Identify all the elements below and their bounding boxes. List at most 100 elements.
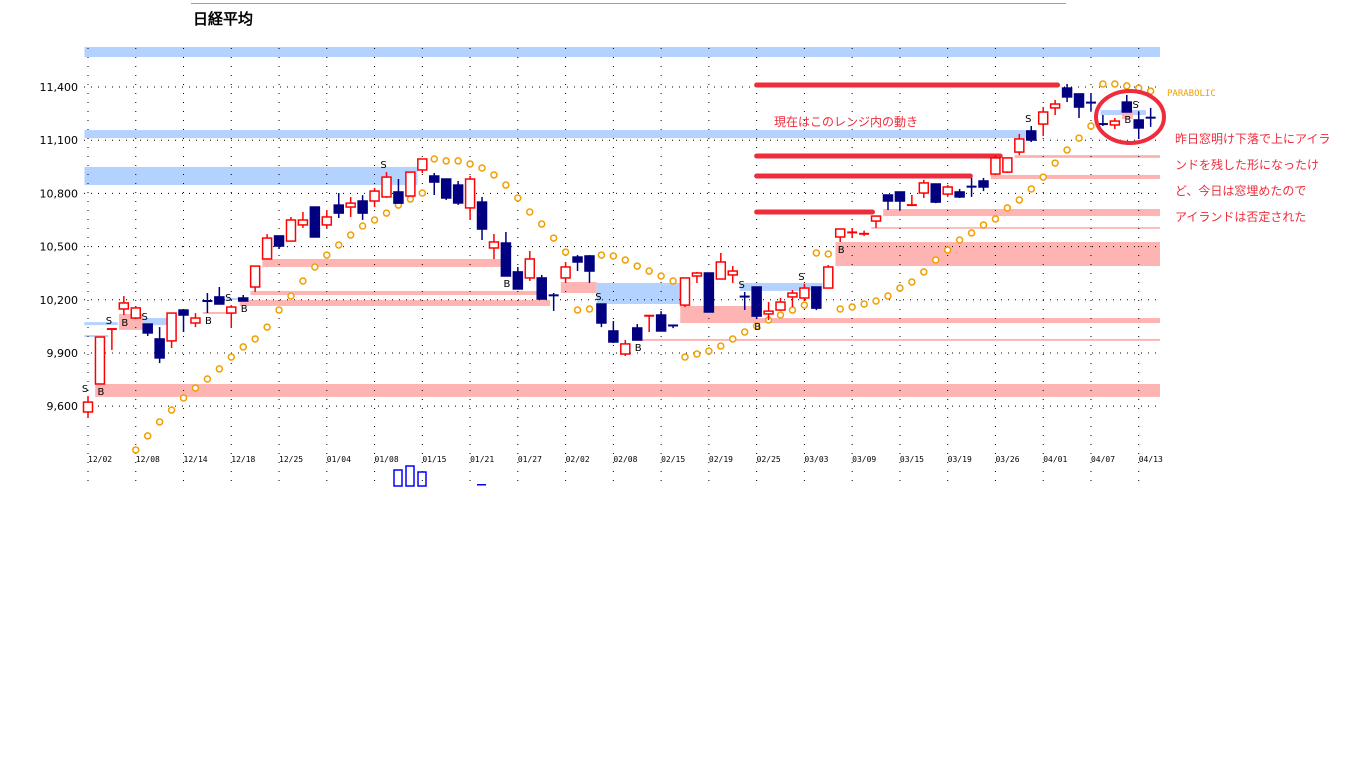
highlight-circle bbox=[1094, 89, 1166, 145]
x-tick-label: 12/18 bbox=[231, 455, 255, 464]
candle-body-up bbox=[1037, 111, 1049, 125]
parabolic-dot bbox=[1111, 80, 1119, 88]
candle-body-up bbox=[345, 202, 356, 208]
parabolic-dot bbox=[860, 300, 868, 308]
support-zone bbox=[1122, 112, 1133, 119]
candle-body-doji bbox=[966, 185, 977, 188]
zones-layer bbox=[84, 46, 1161, 397]
parabolic-dot bbox=[908, 278, 916, 286]
y-tick-label: 9,600 bbox=[47, 400, 79, 413]
x-tick-label: 01/27 bbox=[518, 455, 542, 464]
parabolic-dot bbox=[1075, 134, 1083, 142]
candle-body-up bbox=[190, 317, 201, 324]
resistance-zone bbox=[84, 166, 418, 186]
candle-body-up bbox=[321, 216, 333, 226]
x-tick-label: 03/15 bbox=[900, 455, 924, 464]
resistance-zone bbox=[739, 282, 823, 291]
parabolic-dot bbox=[179, 394, 188, 402]
support-zone bbox=[262, 258, 502, 267]
parabolic-dot bbox=[1015, 196, 1024, 204]
x-tick-label: 02/19 bbox=[709, 455, 733, 464]
parabolic-dot bbox=[991, 215, 1000, 223]
candle-body-down bbox=[1133, 119, 1144, 129]
buy-signal: B bbox=[241, 304, 248, 315]
parabolic-dot bbox=[943, 246, 952, 254]
candle-body-up bbox=[918, 182, 930, 194]
candle-body-doji bbox=[859, 232, 870, 235]
x-tick-label: 12/14 bbox=[184, 455, 208, 464]
candle-body-down bbox=[608, 330, 619, 343]
sell-signal: S bbox=[739, 280, 745, 291]
parabolic-dot bbox=[800, 301, 809, 309]
parabolic-dot bbox=[418, 189, 427, 197]
sell-signal: S bbox=[225, 293, 231, 304]
parabolic-dot bbox=[430, 155, 439, 163]
parabolic-dot bbox=[967, 229, 976, 237]
sell-signal: S bbox=[142, 312, 148, 323]
axes-layer: 11,400 11,100 10,800 10,500 10,200 9,900 9,600… bbox=[40, 81, 1163, 464]
sell-signal: S bbox=[82, 384, 88, 395]
candle-body-down bbox=[1121, 101, 1133, 113]
x-tick-label: 02/25 bbox=[757, 455, 781, 464]
x-tick-label: 04/13 bbox=[1139, 455, 1163, 464]
y-tick-label: 9,900 bbox=[47, 347, 79, 360]
candle-body-up bbox=[226, 306, 237, 314]
candle-body-down bbox=[655, 314, 667, 332]
parabolic-dot bbox=[442, 157, 450, 165]
candle-body-up bbox=[870, 215, 882, 222]
buy-signal: B bbox=[635, 343, 642, 354]
sell-signal: S bbox=[1025, 114, 1031, 125]
parabolic-dot bbox=[490, 171, 498, 179]
candle-body-up bbox=[166, 312, 177, 342]
volume-fragments bbox=[393, 465, 486, 487]
parabolic-dot bbox=[1003, 204, 1012, 212]
support-zone bbox=[1014, 155, 1160, 158]
parabolic-dot bbox=[382, 209, 391, 217]
volume-bar bbox=[477, 484, 486, 486]
candle-body-down bbox=[357, 200, 368, 214]
island-note-line: 昨日窓明け下落で上にアイラ bbox=[1175, 131, 1330, 146]
candle-body-up bbox=[130, 307, 142, 319]
support-zone bbox=[871, 227, 1160, 229]
island-note-line: ンドを残した形になったけ bbox=[1175, 158, 1319, 172]
x-tick-label: 02/15 bbox=[661, 455, 685, 464]
buy-signal: B bbox=[1124, 115, 1131, 126]
parabolic-dot bbox=[872, 297, 880, 305]
support-zone bbox=[250, 290, 537, 295]
buy-signal: B bbox=[754, 322, 761, 333]
parabolic-dot bbox=[466, 160, 474, 168]
parabolic-dot bbox=[454, 157, 462, 165]
parabolic-dot bbox=[1051, 159, 1059, 167]
candle-body-down bbox=[512, 271, 524, 290]
support-zone bbox=[990, 174, 1160, 180]
parabolic-dot bbox=[311, 263, 319, 271]
parabolic-dot bbox=[323, 251, 331, 259]
support-zone bbox=[95, 383, 1160, 397]
candle-body-up bbox=[823, 266, 834, 289]
candle-body-down bbox=[273, 235, 285, 247]
candle-body-up bbox=[261, 237, 273, 260]
island-note-line: ど、今日は窓埋めたので bbox=[1175, 183, 1306, 198]
y-tick-label: 11,100 bbox=[40, 134, 79, 147]
support-zone bbox=[883, 208, 1160, 217]
parabolic-dot bbox=[573, 306, 582, 314]
candle-body-up bbox=[679, 277, 691, 306]
volume-bar bbox=[393, 469, 403, 487]
resistance-zone bbox=[142, 318, 167, 326]
parabolic-dot bbox=[633, 262, 641, 270]
parabolic-dot bbox=[1087, 122, 1095, 130]
candle-body-down bbox=[309, 206, 321, 238]
parabolic-dot bbox=[287, 292, 295, 300]
candle-body-down bbox=[882, 194, 894, 202]
parabolic-label: PARABOLIC bbox=[1167, 89, 1216, 99]
candle-body-up bbox=[82, 401, 94, 413]
candle-body-up bbox=[691, 272, 703, 277]
candle-body-up bbox=[1014, 138, 1025, 153]
parabolic-dot bbox=[609, 252, 618, 260]
candle-body-down bbox=[452, 184, 464, 204]
candle-body-down bbox=[1026, 130, 1037, 141]
parabolic-dot bbox=[717, 342, 725, 350]
parabolic-dot bbox=[836, 305, 844, 313]
candle-body-up bbox=[799, 287, 810, 299]
candle-body-up bbox=[715, 261, 727, 280]
